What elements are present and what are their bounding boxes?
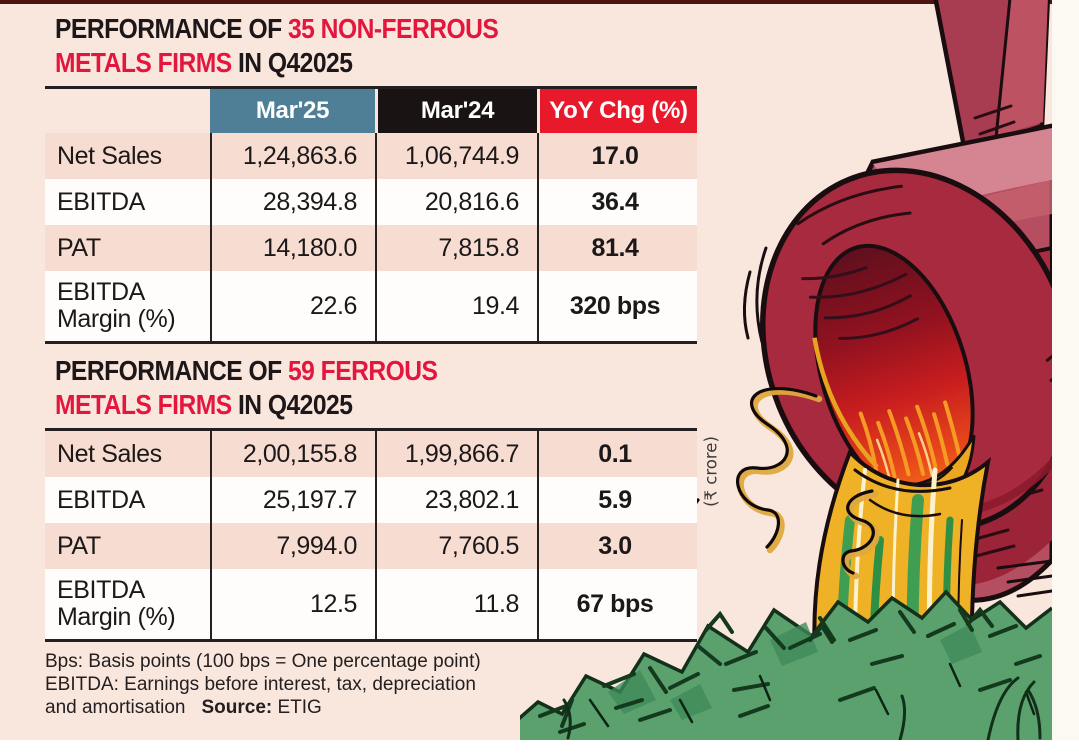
header-label-spacer xyxy=(45,89,210,133)
right-margin-strip xyxy=(1052,0,1079,755)
value-cell-mar24: 11.8 xyxy=(375,569,537,639)
value-cell-mar25: 22.6 xyxy=(210,271,375,341)
value-cell-mar25: 25,197.7 xyxy=(210,477,375,523)
value-cell-mar25: 28,394.8 xyxy=(210,179,375,225)
yoy-change-cell: 5.9 xyxy=(537,477,697,523)
footnote-line3-text: and amortisation xyxy=(45,697,186,718)
bottom-margin-strip xyxy=(0,740,1079,755)
title-segment-red: METALS FIRMS xyxy=(55,47,232,78)
non-ferrous-title: PERFORMANCE OF 35 NON-FERROUS METALS FIRM… xyxy=(55,12,620,80)
table-row: EBITDA 25,197.7 23,802.1 5.9 xyxy=(45,477,697,523)
table-row: EBITDA Margin (%) 22.6 19.4 320 bps xyxy=(45,271,697,341)
row-label-cell: PAT xyxy=(57,233,101,262)
yoy-change-cell: 17.0 xyxy=(537,133,697,179)
value-cell-mar25: 7,994.0 xyxy=(210,523,375,569)
row-label-cell: EBITDA Margin (%) xyxy=(57,576,176,631)
row-label-cell: EBITDA xyxy=(57,485,145,514)
yoy-change-cell: 36.4 xyxy=(537,179,697,225)
footnote-line: EBITDA: Earnings before interest, tax, d… xyxy=(45,674,476,695)
table-row: Net Sales 2,00,155.8 1,99,866.7 0.1 xyxy=(45,431,697,477)
table-row: PAT 7,994.0 7,760.5 3.0 xyxy=(45,523,697,569)
rupee-crore-unit-label: (₹ crore) xyxy=(701,436,721,507)
value-cell-mar24: 1,06,744.9 xyxy=(375,133,537,179)
crucible-handle xyxy=(933,0,1051,155)
value-cell-mar25: 12.5 xyxy=(210,569,375,639)
title-line: METALS FIRMS IN Q42025 xyxy=(55,46,620,80)
content-column: PERFORMANCE OF 35 NON-FERROUS METALS FIRM… xyxy=(45,12,697,719)
table-row: EBITDA Margin (%) 12.5 11.8 67 bps xyxy=(45,569,697,639)
title-segment-red: METALS FIRMS xyxy=(55,389,232,420)
value-cell-mar24: 20,816.6 xyxy=(375,179,537,225)
yoy-change-cell: 81.4 xyxy=(537,225,697,271)
title-segment: PERFORMANCE OF xyxy=(55,13,289,44)
molten-glow xyxy=(801,243,976,511)
value-cell-mar24: 7,760.5 xyxy=(375,523,537,569)
ferrous-table: Net Sales 2,00,155.8 1,99,866.7 0.1 EBITDA 25… xyxy=(45,428,697,642)
value-cell-mar24: 1,99,866.7 xyxy=(375,431,537,477)
source-label: Source: xyxy=(201,697,273,718)
table-row: EBITDA 28,394.8 20,816.6 36.4 xyxy=(45,179,697,225)
column-header-mar24: Mar'24 xyxy=(375,89,537,133)
row-label-cell: EBITDA Margin (%) xyxy=(57,278,176,333)
footnote-line: and amortisation Source: ETIG xyxy=(45,696,605,719)
non-ferrous-section: PERFORMANCE OF 35 NON-FERROUS METALS FIRM… xyxy=(45,12,697,344)
value-cell-mar25: 1,24,863.6 xyxy=(210,133,375,179)
title-segment-red: 59 FERROUS xyxy=(288,355,438,386)
yoy-change-cell: 67 bps xyxy=(537,569,697,639)
motion-lines xyxy=(742,246,1052,598)
table-row: Net Sales 1,24,863.6 1,06,744.9 17.0 xyxy=(45,133,697,179)
row-label-cell: EBITDA xyxy=(57,187,145,216)
row-label-cell: Net Sales xyxy=(57,439,162,468)
footnote-line: Bps: Basis points (100 bps = One percent… xyxy=(45,651,481,672)
footnote: Bps: Basis points (100 bps = One percent… xyxy=(45,642,605,719)
crucible-mouth xyxy=(760,167,1052,533)
title-line: METALS FIRMS IN Q42025 xyxy=(55,388,620,422)
ferrous-title: PERFORMANCE OF 59 FERROUS METALS FIRMS IN… xyxy=(55,354,620,422)
title-segment: IN Q42025 xyxy=(231,389,353,420)
smoke-squiggles xyxy=(690,246,1052,598)
column-header-mar25: Mar'25 xyxy=(210,89,375,133)
value-cell-mar24: 7,815.8 xyxy=(375,225,537,271)
yoy-change-cell: 3.0 xyxy=(537,523,697,569)
table-header-row: Mar'25 Mar'24 YoY Chg (%) xyxy=(45,86,697,133)
ferrous-section: PERFORMANCE OF 59 FERROUS METALS FIRMS IN… xyxy=(45,354,697,642)
title-segment: PERFORMANCE OF xyxy=(55,355,289,386)
title-segment-red: 35 NON-FERROUS xyxy=(288,13,499,44)
crucible-body xyxy=(807,104,1052,603)
table-row: PAT 14,180.0 7,815.8 81.4 xyxy=(45,225,697,271)
title-line: PERFORMANCE OF 59 FERROUS xyxy=(55,354,620,388)
molten-stream xyxy=(812,448,992,740)
value-cell-mar24: 19.4 xyxy=(375,271,537,341)
title-line: PERFORMANCE OF 35 NON-FERROUS xyxy=(55,12,620,46)
source-value: ETIG xyxy=(272,697,322,718)
yoy-change-cell: 320 bps xyxy=(537,271,697,341)
row-label-cell: PAT xyxy=(57,531,101,560)
non-ferrous-table: Mar'25 Mar'24 YoY Chg (%) Net Sales 1,24,863… xyxy=(45,86,697,344)
value-cell-mar25: 2,00,155.8 xyxy=(210,431,375,477)
row-label-cell: Net Sales xyxy=(57,141,162,170)
value-cell-mar25: 14,180.0 xyxy=(210,225,375,271)
value-cell-mar24: 23,802.1 xyxy=(375,477,537,523)
top-border-bar xyxy=(0,0,1052,4)
column-header-yoy: YoY Chg (%) xyxy=(537,89,697,133)
title-segment: IN Q42025 xyxy=(231,47,353,78)
yoy-change-cell: 0.1 xyxy=(537,431,697,477)
